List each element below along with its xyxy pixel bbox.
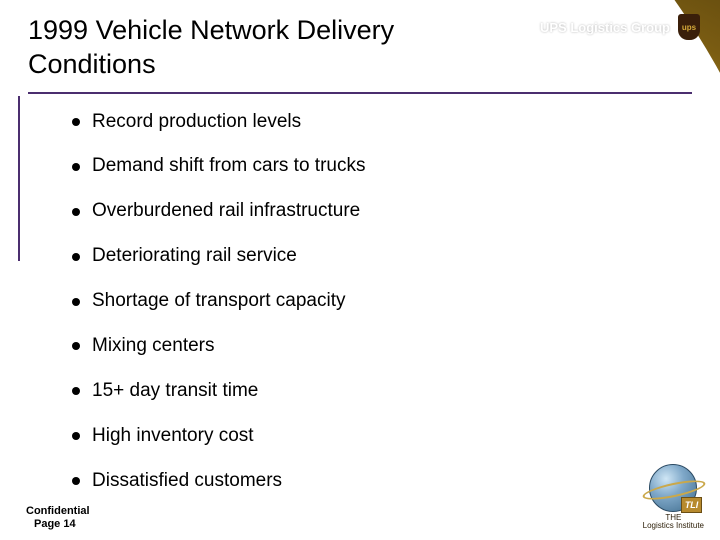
- bullet-icon: [72, 342, 80, 350]
- ups-shield-label: ups: [682, 23, 696, 32]
- bullet-text: Mixing centers: [92, 336, 215, 357]
- brand-caption-line2: Logistics Institute: [643, 521, 704, 530]
- page-title: 1999 Vehicle Network Delivery Conditions: [28, 14, 448, 82]
- content-area: 1999 Vehicle Network Delivery Conditions…: [0, 0, 720, 492]
- bullet-text: Deteriorating rail service: [92, 246, 297, 267]
- footer: Confidential Page 14: [26, 505, 90, 533]
- bullet-text: Overburdened rail infrastructure: [92, 201, 360, 222]
- bullet-text: Demand shift from cars to trucks: [92, 156, 365, 177]
- bullet-text: High inventory cost: [92, 426, 254, 447]
- list-item: Dissatisfied customers: [72, 471, 692, 492]
- bullet-text: Dissatisfied customers: [92, 471, 282, 492]
- footer-confidential: Confidential: [26, 505, 90, 519]
- bullet-icon: [72, 477, 80, 485]
- list-item: 15+ day transit time: [72, 381, 692, 402]
- bullet-text: 15+ day transit time: [92, 381, 258, 402]
- footer-page-number: Page 14: [26, 518, 90, 532]
- slide: UPS Logistics Group ups 1999 Vehicle Net…: [0, 0, 720, 540]
- bullet-text: Record production levels: [92, 112, 301, 133]
- bullet-icon: [72, 118, 80, 126]
- bullet-icon: [72, 387, 80, 395]
- bullet-icon: [72, 298, 80, 306]
- list-item: Shortage of transport capacity: [72, 291, 692, 312]
- bullet-icon: [72, 432, 80, 440]
- list-item: Demand shift from cars to trucks: [72, 156, 692, 177]
- bullet-list: Record production levels Demand shift fr…: [28, 112, 692, 492]
- bullet-icon: [72, 163, 80, 171]
- brand-logo-bottom: TLI THE Logistics Institute: [643, 464, 704, 530]
- left-vertical-rule: [18, 96, 20, 261]
- list-item: Deteriorating rail service: [72, 246, 692, 267]
- ups-shield-icon: ups: [678, 14, 700, 40]
- brand-logo-top-text: UPS Logistics Group: [540, 20, 670, 35]
- list-item: Mixing centers: [72, 336, 692, 357]
- brand-logo-bottom-text: THE Logistics Institute: [643, 514, 704, 530]
- bullet-icon: [72, 253, 80, 261]
- globe-icon: TLI: [649, 464, 697, 512]
- bullet-text: Shortage of transport capacity: [92, 291, 345, 312]
- bullet-icon: [72, 208, 80, 216]
- tli-badge: TLI: [681, 497, 703, 513]
- brand-logo-top: UPS Logistics Group ups: [540, 14, 700, 40]
- title-underline: [28, 92, 692, 94]
- list-item: Overburdened rail infrastructure: [72, 201, 692, 222]
- list-item: Record production levels: [72, 112, 692, 133]
- list-item: High inventory cost: [72, 426, 692, 447]
